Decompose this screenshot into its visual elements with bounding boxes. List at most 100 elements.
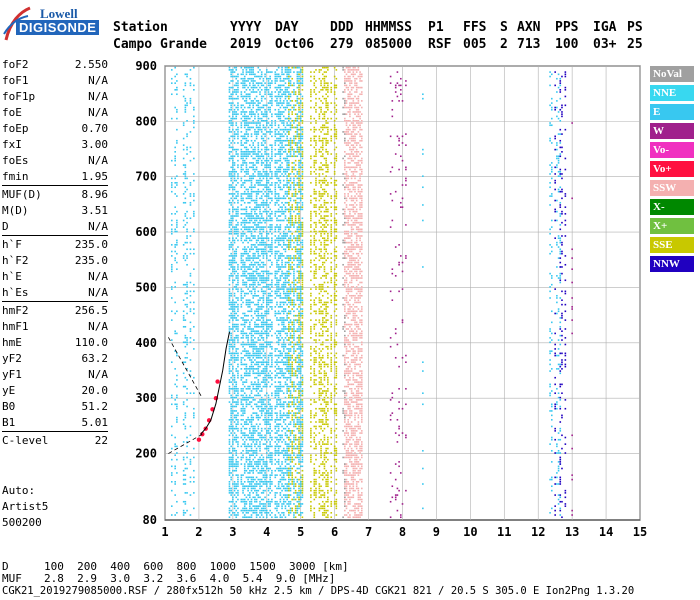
echo-point (271, 228, 273, 231)
echo-point (289, 108, 292, 111)
header-ffs-value: 005 (463, 37, 487, 52)
echo-point (260, 190, 263, 193)
echo-point (284, 467, 287, 470)
echo-point (296, 155, 299, 158)
echo-point (228, 321, 231, 324)
echo-point (247, 485, 249, 488)
echo-point (170, 403, 173, 406)
echo-point (262, 401, 265, 403)
echo-point (249, 483, 251, 485)
echo-point (289, 432, 292, 434)
echo-point (282, 124, 285, 127)
echo-point (237, 91, 239, 93)
echo-point (284, 294, 287, 297)
echo-point (281, 345, 283, 348)
echo-point (259, 157, 261, 160)
echo-point (243, 219, 246, 222)
echo-point (189, 201, 192, 204)
echo-point (284, 108, 287, 111)
echo-point (250, 292, 253, 295)
echo-point (264, 153, 266, 155)
echo-point (277, 483, 280, 485)
echo-point (286, 383, 288, 386)
echo-point (282, 427, 285, 430)
echo-point (269, 343, 271, 346)
echo-point (240, 91, 243, 93)
echo-point (281, 252, 283, 255)
echo-point (264, 368, 266, 370)
echo-point (279, 354, 282, 357)
echo-point (265, 252, 268, 255)
echo-point (260, 330, 263, 333)
echo-point (293, 84, 295, 87)
echo-point (293, 425, 295, 428)
echo-point (182, 255, 185, 257)
echo-point (293, 485, 295, 488)
echo-point (249, 201, 251, 204)
echo-point (232, 168, 234, 171)
echo-point (245, 128, 248, 131)
echo-point (271, 82, 273, 84)
echo-point (274, 447, 277, 450)
echo-point (289, 122, 292, 124)
echo-point (298, 162, 300, 164)
echo-point (264, 489, 266, 492)
echo-point (193, 308, 195, 310)
echo-point (276, 507, 278, 510)
echo-point (232, 128, 234, 131)
echo-point (257, 224, 260, 226)
echo-point (260, 348, 263, 350)
echo-point (299, 69, 302, 71)
echo-point (276, 445, 278, 448)
echo-point (230, 204, 232, 206)
echo-point (286, 449, 288, 452)
echo-point (274, 204, 277, 206)
echo-point (247, 268, 249, 270)
echo-point (289, 423, 292, 426)
echo-point (286, 370, 288, 372)
echo-point (243, 226, 246, 228)
echo-point (274, 314, 277, 317)
echo-point (240, 376, 243, 379)
param-row: yF2 63.2 (2, 352, 108, 366)
echo-point (296, 421, 299, 423)
echo-point (288, 93, 290, 96)
echo-point (301, 379, 304, 381)
echo-point (286, 122, 288, 124)
echo-point (249, 485, 251, 488)
echo-point (284, 173, 287, 175)
echo-point (235, 97, 238, 100)
echo-point (262, 80, 265, 82)
echo-point (265, 111, 268, 113)
echo-point (254, 487, 256, 490)
echo-point (264, 507, 266, 510)
echo-point (267, 423, 270, 426)
echo-point (293, 332, 295, 335)
echo-point (257, 250, 260, 253)
echo-point (243, 385, 246, 388)
echo-point (298, 153, 300, 155)
echo-point (267, 244, 270, 246)
echo-point (230, 312, 232, 315)
echo-point (260, 412, 263, 414)
echo-point (230, 215, 232, 217)
echo-point (286, 224, 288, 226)
echo-point (262, 339, 265, 341)
echo-point (249, 95, 251, 98)
echo-point (254, 84, 256, 87)
echo-point (265, 412, 268, 414)
echo-point (257, 71, 260, 73)
echo-point (271, 97, 273, 100)
echo-point (277, 126, 280, 129)
echo-point (186, 241, 188, 244)
echo-point (243, 319, 246, 321)
echo-point (286, 414, 288, 417)
echo-point (245, 131, 248, 133)
echo-point (281, 275, 283, 277)
echo-point (233, 489, 236, 492)
echo-point (289, 82, 292, 84)
echo-point (262, 115, 265, 118)
echo-point (286, 447, 288, 450)
echo-point (243, 272, 246, 275)
echo-point (176, 500, 178, 503)
